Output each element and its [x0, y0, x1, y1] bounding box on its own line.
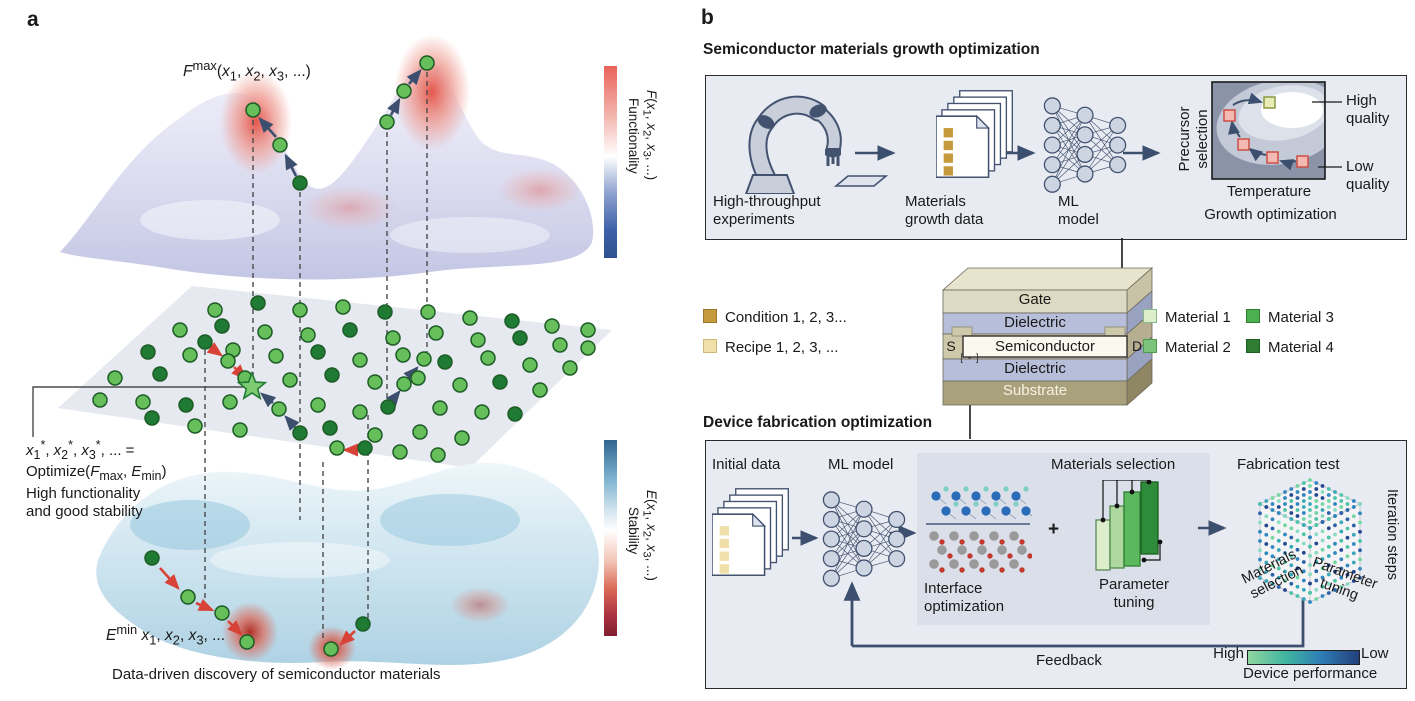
plus-sign: + [1048, 519, 1060, 540]
fabrication-section-title: Device fabrication optimization [703, 414, 933, 431]
panel-a-caption: Data-driven discovery of semiconductor m… [112, 666, 441, 683]
stack-semiconductor-label: Semiconductor [994, 338, 1096, 355]
stack-dielectric-bottom-label: Dielectric [1004, 360, 1066, 377]
interface-optimization-label: Interface optimization [924, 580, 1005, 616]
stack-drain-label: D [1131, 338, 1143, 354]
iteration-steps-axis-label: Iteration steps [1384, 488, 1400, 581]
panel-b-letter: b [701, 6, 714, 29]
initial-data-label: Initial data [712, 456, 781, 473]
temperature-axis-label: Temperature [1226, 183, 1312, 200]
optimization-arrows [159, 69, 422, 646]
condition-swatch [703, 309, 717, 323]
performance-low-label: Low [1361, 645, 1389, 662]
material-2-swatch [1143, 339, 1157, 353]
precursor-axis-label: Precursor selection [1176, 106, 1211, 172]
functionality-surface [60, 34, 594, 280]
fabrication-test-label: Fabrication test [1237, 456, 1340, 473]
initial-data-documents-icon [712, 488, 789, 576]
stability-colorbar [604, 440, 617, 636]
materials-bars-icon [1095, 480, 1163, 571]
materials-data-documents-icon [936, 90, 1013, 178]
interface-atoms-icon [926, 486, 1032, 573]
candidate-dots [92, 55, 596, 657]
legend-material-1: Material 1 [1143, 309, 1231, 327]
high-quality-label: High quality [1346, 92, 1390, 128]
functionality-colorbar [604, 66, 617, 258]
device-performance-colorbar [1247, 650, 1360, 665]
legend-material-4: Material 4 [1246, 339, 1334, 357]
ml-model-network-icon-2 [822, 491, 906, 587]
stability-colorbar-formula: E(x1, x2, x3, ...) [640, 490, 659, 581]
fabrication-test-cube-icon [1258, 478, 1362, 604]
growth-optimization-label: Growth optimization [1204, 206, 1337, 223]
functionality-colorbar-formula: F(x1, x2, x3, ...) [640, 90, 659, 181]
ml-model-label-2: ML model [828, 456, 894, 473]
stack-substrate-label: Substrate [1002, 382, 1068, 399]
stack-bracket-symbol: [ - ] [960, 353, 980, 364]
material-3-swatch [1246, 309, 1260, 323]
legend-material-3: Material 3 [1246, 309, 1334, 327]
performance-high-label: High [1213, 645, 1244, 662]
panel-a-letter: a [27, 8, 39, 31]
ml-model-label: ML model [1058, 193, 1099, 229]
legend-material-2: Material 2 [1143, 339, 1231, 357]
stack-gate-label: Gate [1018, 291, 1052, 308]
legend-condition: Condition 1, 2, 3... [703, 309, 847, 327]
optimize-annotation: x1*, x2*, x3*, ... = Optimize(Fmax, Emin)… [26, 438, 167, 520]
stack-source-label: S [946, 338, 956, 354]
materials-selection-label: Materials selection [1051, 456, 1176, 473]
emin-label: Emin x1, x2, x3, ... [106, 622, 226, 648]
parameter-tuning-label: Parameter tuning [1098, 576, 1170, 612]
projection-dashed-lines [204, 72, 428, 640]
device-performance-label: Device performance [1243, 665, 1378, 682]
ml-model-network-icon [1043, 97, 1127, 193]
materials-growth-label: Materials growth data [905, 193, 984, 229]
feedback-label: Feedback [1036, 652, 1102, 669]
optimize-connector-line [32, 386, 252, 437]
legend-recipe: Recipe 1, 2, 3, ... [703, 339, 838, 357]
growth-section-title: Semiconductor materials growth optimizat… [703, 41, 1040, 58]
recipe-swatch [703, 339, 717, 353]
high-throughput-label: High-throughput experiments [713, 193, 821, 229]
low-quality-label: Low quality [1346, 158, 1390, 194]
stack-dielectric-top-label: Dielectric [1004, 314, 1066, 331]
robot-arm-icon [744, 95, 889, 194]
fmax-label: Fmax(x1, x2, x3, ...) [183, 58, 311, 84]
material-4-swatch [1246, 339, 1260, 353]
material-1-swatch [1143, 309, 1157, 323]
